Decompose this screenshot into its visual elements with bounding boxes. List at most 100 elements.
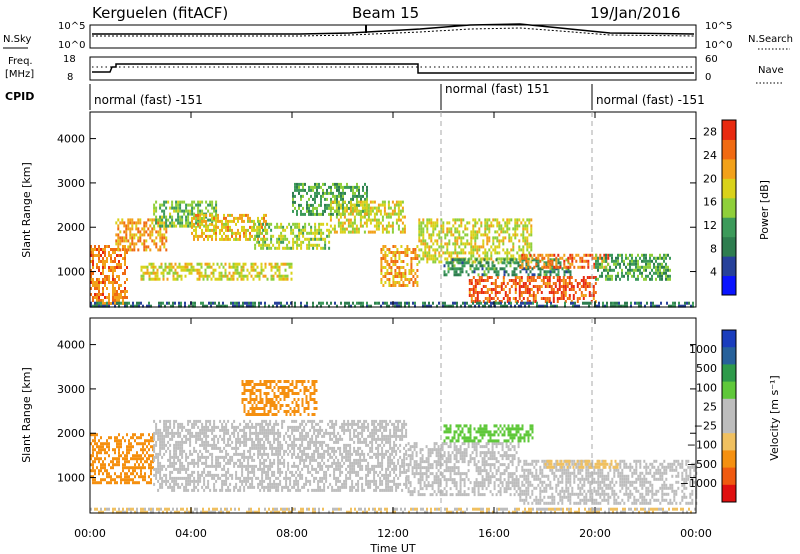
power-cell — [515, 258, 518, 262]
power-cell — [476, 251, 479, 255]
velocity-cell — [209, 464, 212, 468]
velocity-cell — [325, 431, 328, 435]
velocity-cell — [169, 422, 172, 426]
power-cell — [282, 262, 285, 266]
power-cell — [219, 219, 221, 223]
velocity-cell — [319, 476, 322, 480]
power-cell — [357, 209, 360, 213]
power-cell — [124, 301, 126, 305]
power-cell — [384, 254, 387, 257]
power-cell — [352, 197, 354, 201]
velocity-cell — [215, 473, 218, 477]
power-cell — [336, 188, 338, 192]
power-cell — [262, 243, 265, 247]
power-cell — [572, 288, 575, 291]
power-cell — [410, 257, 413, 260]
velocity-cell — [187, 476, 190, 480]
power-cell — [514, 221, 517, 225]
velocity-cell — [189, 419, 192, 423]
power-cell — [597, 268, 599, 272]
velocity-cell — [183, 467, 186, 471]
power-cell — [195, 215, 198, 219]
velocity-cell — [253, 470, 256, 474]
power-cell — [461, 258, 464, 262]
power-cell — [175, 203, 178, 207]
power-cell — [204, 268, 207, 272]
power-cell — [380, 269, 383, 272]
velocity-cell — [201, 443, 204, 447]
power-cell — [539, 270, 542, 274]
velocity-cell — [267, 485, 270, 489]
power-cell — [395, 203, 398, 207]
velocity-cell — [217, 455, 220, 459]
velocity-cell — [116, 436, 118, 440]
velocity-cell — [132, 436, 134, 440]
power-cell — [363, 206, 366, 210]
velocity-cell — [325, 479, 328, 483]
power-cell — [418, 236, 421, 240]
velocity-cell — [237, 452, 240, 456]
power-cell — [248, 301, 250, 305]
velocity-cell — [249, 482, 252, 486]
power-cell — [237, 237, 239, 241]
power-cell — [494, 301, 496, 305]
velocity-cell — [98, 445, 100, 449]
power-cell — [247, 237, 249, 241]
velocity-cell — [331, 455, 334, 459]
power-cell — [488, 276, 491, 279]
power-cell — [318, 301, 320, 305]
power-cell — [161, 218, 164, 222]
power-cell — [96, 296, 98, 299]
power-cell — [500, 304, 502, 308]
power-cell — [416, 254, 419, 257]
power-cell — [474, 288, 477, 291]
power-cell — [227, 234, 229, 238]
power-cell — [388, 272, 391, 275]
velocity-cell — [167, 458, 170, 462]
velocity-cell — [247, 479, 250, 483]
power-cell — [424, 251, 427, 255]
power-cell — [546, 285, 549, 288]
velocity-cell — [227, 431, 230, 435]
power-cell — [300, 197, 302, 201]
power-cell — [510, 236, 513, 240]
power-cell — [389, 224, 392, 228]
power-cell — [333, 224, 336, 228]
velocity-cell — [191, 461, 194, 465]
power-cell — [118, 293, 120, 296]
velocity-cell — [155, 473, 158, 477]
velocity-cell — [263, 488, 266, 492]
velocity-cell — [150, 460, 152, 464]
power-cell — [146, 304, 148, 308]
velocity-cell — [189, 461, 192, 465]
power-cell — [507, 273, 510, 277]
power-cell — [284, 277, 287, 281]
power-cell — [100, 304, 102, 308]
power-cell — [366, 188, 368, 192]
power-cell — [571, 253, 574, 257]
velocity-cell — [325, 449, 328, 453]
power-cell — [302, 188, 304, 192]
power-cell — [486, 301, 488, 305]
power-cell — [236, 304, 238, 308]
velocity-cell — [299, 446, 302, 450]
power-cell — [324, 197, 326, 201]
power-cell — [471, 270, 474, 274]
power-cell — [345, 206, 348, 210]
power-cell — [352, 301, 354, 305]
power-cell — [474, 304, 476, 308]
power-cell — [611, 256, 613, 260]
velocity-cell — [303, 452, 306, 456]
power-cell — [504, 291, 507, 294]
power-cell — [412, 281, 415, 284]
velocity-cell — [189, 482, 192, 486]
velocity-cell — [199, 443, 202, 447]
power-cell — [432, 301, 434, 305]
velocity-cell — [146, 439, 148, 443]
power-cell — [129, 245, 132, 249]
velocity-cell — [193, 434, 196, 438]
power-cell — [178, 274, 181, 278]
velocity-cell — [249, 431, 252, 435]
velocity-cell — [155, 455, 158, 459]
velocity-cell — [126, 466, 128, 470]
